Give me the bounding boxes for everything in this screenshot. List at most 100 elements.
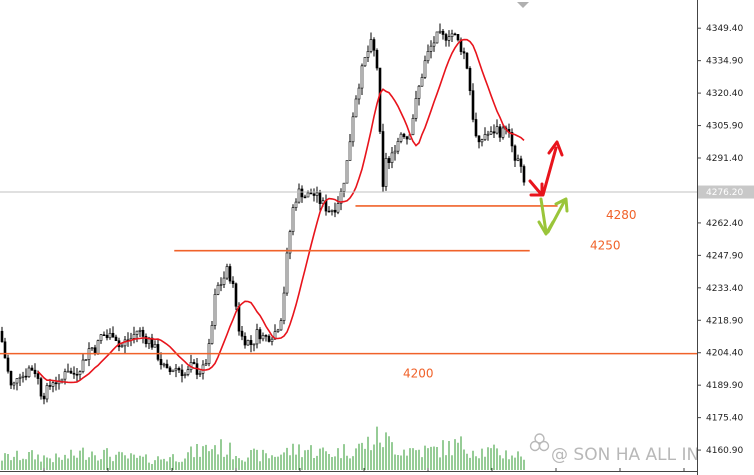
candle-body bbox=[384, 158, 388, 187]
candle-body bbox=[420, 77, 424, 87]
candle-body bbox=[165, 363, 169, 369]
candle-body bbox=[342, 182, 346, 192]
watermark: @ SON HA ALL IN bbox=[529, 433, 699, 465]
candle-body bbox=[45, 385, 49, 400]
candle-body bbox=[372, 39, 376, 51]
candle-body bbox=[462, 51, 466, 54]
candle-body bbox=[132, 334, 136, 339]
watermark-logo-icon bbox=[529, 433, 550, 452]
candle-body bbox=[54, 382, 58, 385]
candle-body bbox=[390, 152, 394, 163]
candle-body bbox=[243, 335, 247, 346]
candle-body bbox=[168, 367, 172, 372]
candle-body bbox=[192, 362, 196, 364]
y-tick-label: 4305.90 bbox=[706, 122, 743, 132]
candle-body bbox=[171, 369, 175, 372]
level-label-4280: 4280 bbox=[606, 208, 637, 222]
candle-body bbox=[210, 325, 214, 344]
candle-body bbox=[336, 203, 340, 213]
candle-body bbox=[486, 133, 490, 136]
candle-body bbox=[312, 193, 316, 196]
candle-body bbox=[465, 52, 469, 69]
candle-body bbox=[102, 334, 106, 336]
candle-body bbox=[480, 139, 484, 143]
candle-body bbox=[141, 329, 145, 337]
y-tick-label: 4233.40 bbox=[706, 284, 743, 294]
candle-body bbox=[432, 42, 436, 47]
volume-bars bbox=[1, 426, 525, 470]
candle-body bbox=[24, 375, 28, 378]
candle-body bbox=[153, 344, 157, 348]
candle-body bbox=[180, 369, 184, 376]
candle-body bbox=[186, 369, 190, 375]
candle-body bbox=[381, 131, 385, 187]
candle-body bbox=[330, 209, 334, 212]
candle-body bbox=[27, 367, 31, 378]
candle-body bbox=[51, 382, 55, 387]
candle-body bbox=[306, 192, 310, 198]
candle-body bbox=[66, 370, 70, 373]
candle-body bbox=[108, 332, 112, 339]
candle-body bbox=[78, 371, 82, 375]
candle-body bbox=[3, 341, 7, 359]
candle-body bbox=[276, 329, 280, 332]
level-label-4250: 4250 bbox=[590, 239, 621, 253]
y-tick-label: 4247.90 bbox=[706, 251, 743, 261]
candle-body bbox=[492, 131, 496, 134]
watermark-text: @ SON HA ALL IN bbox=[551, 445, 699, 465]
candle-body bbox=[9, 370, 13, 386]
y-tick-label: 4160.90 bbox=[706, 446, 743, 456]
candle-body bbox=[375, 49, 379, 69]
candle-body bbox=[468, 68, 472, 91]
candle-body bbox=[96, 340, 100, 354]
candle-body bbox=[267, 335, 271, 342]
candle-body bbox=[18, 376, 22, 379]
red-arrows bbox=[528, 140, 564, 197]
y-tick-label: 4204.40 bbox=[706, 349, 743, 359]
candle-body bbox=[396, 141, 400, 152]
candle-body bbox=[369, 39, 373, 52]
candle-body bbox=[489, 131, 493, 135]
candle-body bbox=[0, 330, 4, 343]
candle-body bbox=[204, 363, 208, 366]
candle-body bbox=[234, 283, 238, 307]
candle-body bbox=[225, 266, 229, 279]
candle-body bbox=[339, 191, 343, 204]
scroll-marker-icon bbox=[517, 2, 529, 8]
candle-body bbox=[402, 133, 406, 138]
candle-body bbox=[516, 158, 520, 161]
candles bbox=[0, 23, 526, 405]
candle-body bbox=[387, 158, 391, 163]
candle-body bbox=[69, 370, 73, 374]
candle-body bbox=[495, 126, 499, 134]
candle-body bbox=[81, 359, 85, 372]
candle-body bbox=[261, 335, 265, 340]
candle-body bbox=[237, 305, 241, 332]
candle-body bbox=[222, 277, 226, 285]
candle-body bbox=[363, 57, 367, 67]
time-axis bbox=[43, 468, 685, 472]
candle-body bbox=[426, 51, 430, 62]
candle-body bbox=[357, 87, 361, 100]
candle-body bbox=[48, 385, 52, 387]
candle-body bbox=[297, 188, 301, 203]
candle-body bbox=[162, 363, 166, 366]
candle-body bbox=[318, 192, 322, 204]
candle-body bbox=[315, 192, 319, 196]
candle-body bbox=[84, 359, 88, 361]
candle-body bbox=[471, 90, 475, 120]
candle-body bbox=[423, 60, 427, 78]
candle-body bbox=[453, 33, 457, 36]
candle-body bbox=[285, 252, 289, 294]
candle-body bbox=[60, 378, 64, 382]
candle-body bbox=[120, 345, 124, 348]
green-arrows bbox=[537, 197, 569, 236]
candle-body bbox=[309, 192, 313, 195]
y-tick-label: 4262.40 bbox=[706, 219, 743, 229]
candle-body bbox=[258, 329, 262, 340]
candle-body bbox=[255, 329, 259, 345]
candle-body bbox=[240, 330, 244, 337]
candle-body bbox=[348, 141, 352, 161]
candle-body bbox=[456, 34, 460, 41]
